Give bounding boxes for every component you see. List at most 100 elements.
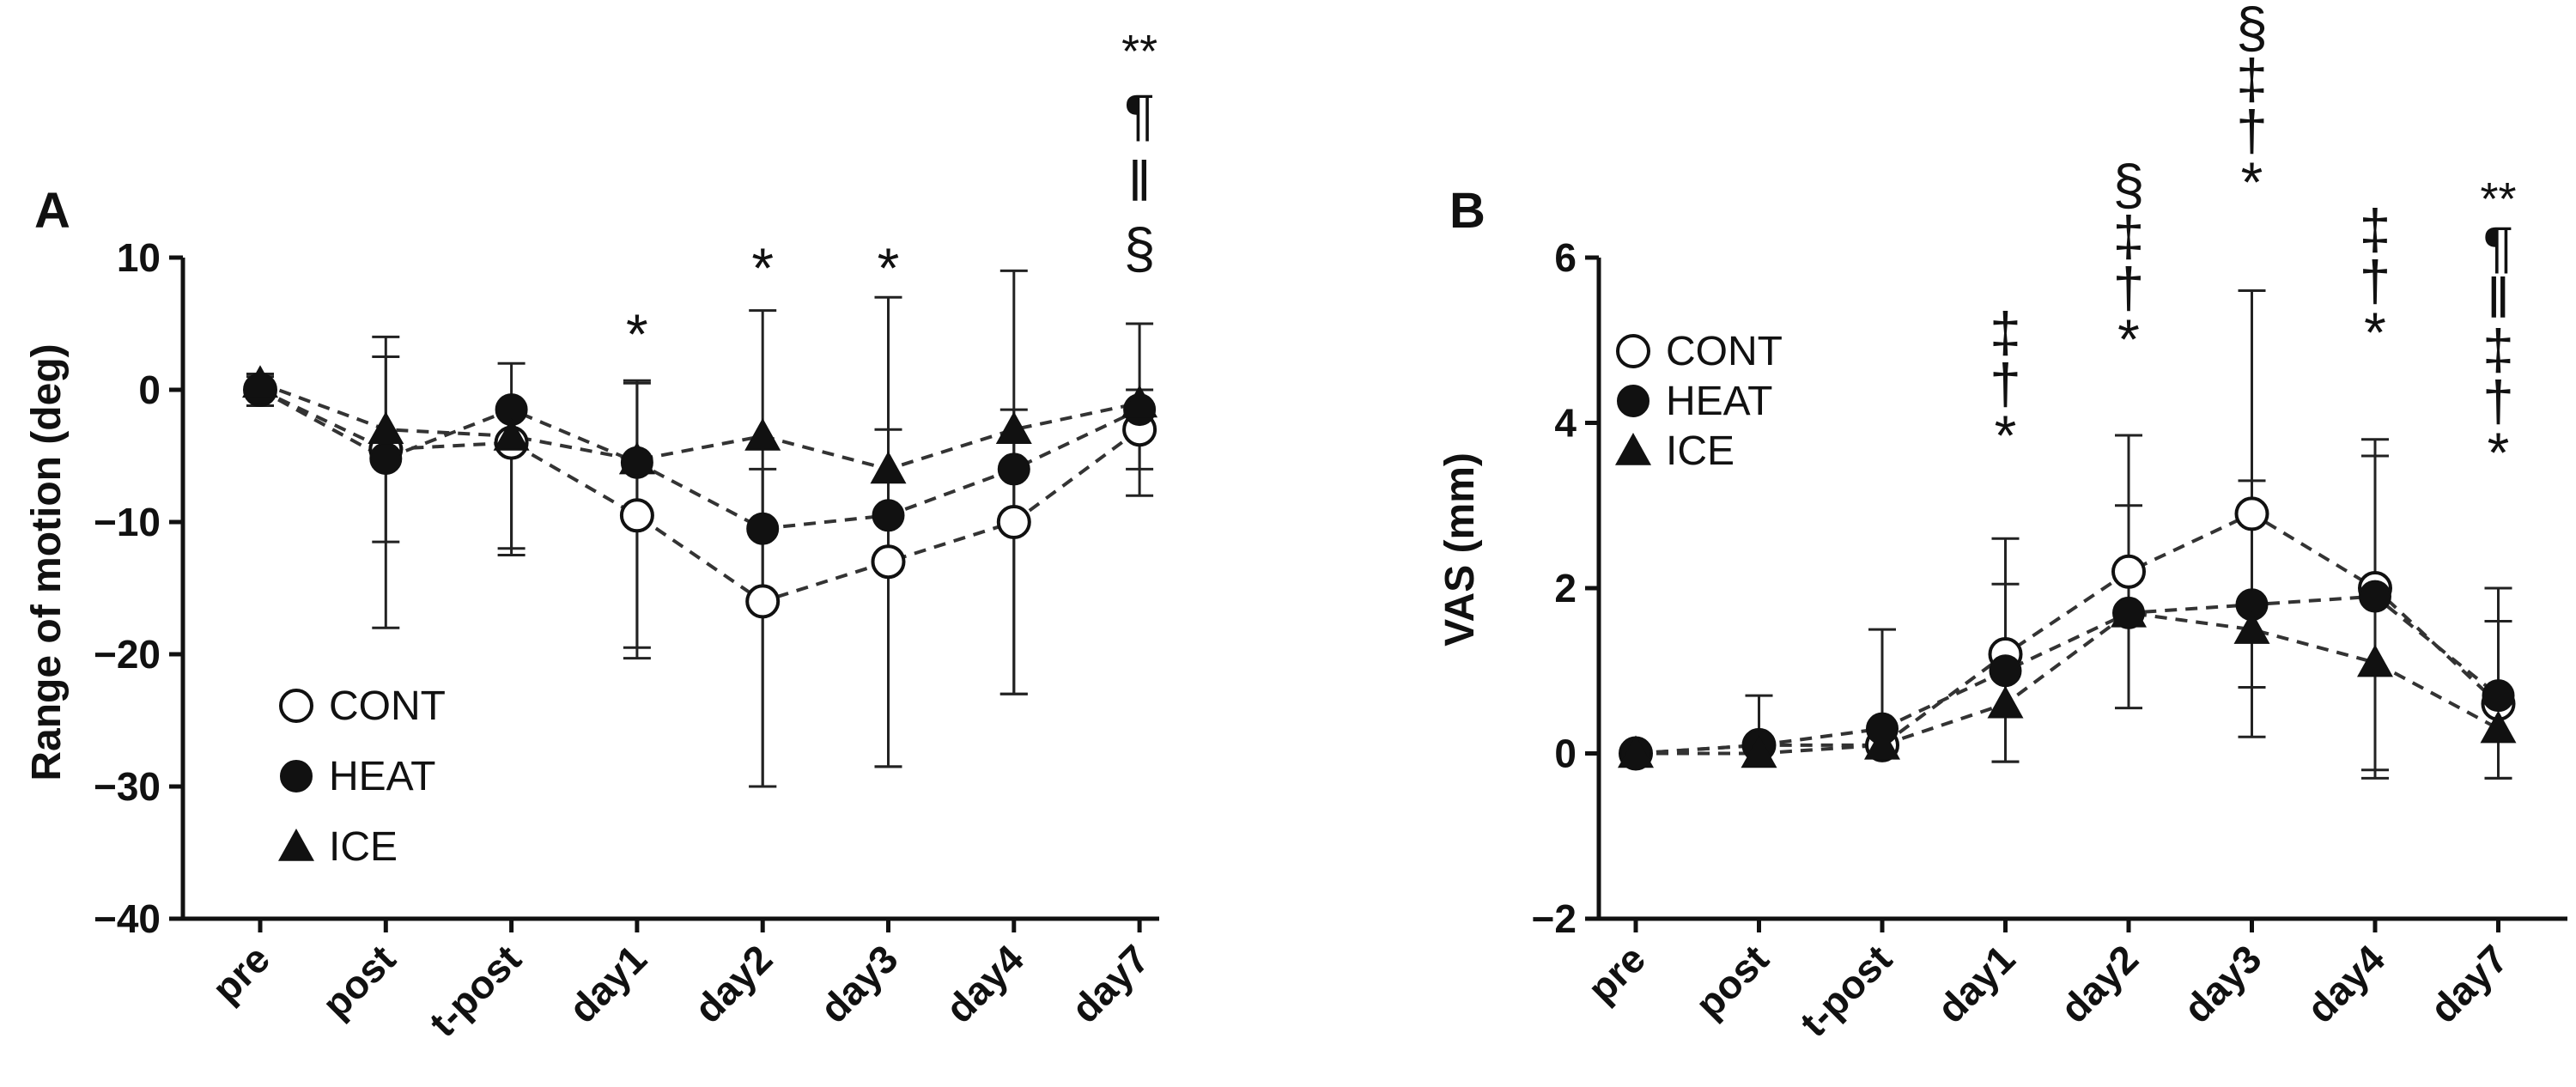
y-axis-label: Range of motion (deg) [24,343,70,780]
x-tick-label: day3 [2175,936,2270,1031]
significance-marker: * [2364,301,2386,364]
data-point-ice [242,365,278,398]
data-point-heat [997,452,1030,486]
y-tick-label: 2 [1554,566,1577,610]
x-tick-label: day2 [685,936,781,1031]
significance-marker: ¶ [1124,82,1154,146]
significance-marker: ** [2480,173,2516,225]
significance-marker: ‡ [2113,204,2145,268]
x-tick-label: day2 [2051,936,2147,1031]
data-point-ice [744,417,781,451]
significance-marker: ‡ [1990,301,2021,364]
legend-marker-ice [278,829,314,861]
legend-marker-cont [1616,334,1650,368]
data-point-ice [995,411,1032,444]
series-line-heat [1635,594,2500,756]
series-line-cont [1635,512,2500,756]
data-point-ice [1741,735,1777,768]
data-point-heat [369,442,403,476]
panel-label: A [34,183,70,239]
significance-marker: ‡ [2482,318,2514,381]
x-tick-label: t-post [421,936,530,1045]
legend-marker-cont [279,689,313,723]
data-point-ice [1987,685,2024,719]
legend-marker-heat [280,760,313,792]
y-tick-label: 0 [138,367,161,412]
significance-marker: † [1990,352,2021,416]
significance-marker: § [2113,153,2145,216]
significance-marker: ‖ [2487,266,2510,330]
data-point-ice [1864,726,1900,760]
legend-label-cont: CONT [1666,329,1783,374]
panel-label: B [1449,183,1485,239]
data-point-heat [746,512,780,545]
significance-marker: ¶ [2483,215,2513,278]
significance-marker: * [626,302,648,366]
significance-marker: * [878,236,900,300]
x-tick-label: day7 [2421,936,2517,1031]
significance-marker: ** [1121,26,1157,77]
significance-marker: † [2482,369,2514,433]
y-tick-label: 0 [1554,732,1577,776]
x-tick-label: post [1686,936,1777,1026]
significance-marker: * [751,236,774,300]
y-tick-label: 6 [1554,235,1577,280]
data-point-ice [368,411,404,444]
significance-marker: † [2236,99,2268,162]
significance-marker: ‡ [2236,47,2268,111]
legend-label-cont: CONT [329,683,446,729]
data-point-heat [872,499,905,532]
data-point-cont [996,505,1031,539]
significance-marker: § [1124,216,1156,280]
x-tick-label: day1 [560,936,655,1031]
legend-label-heat: HEAT [329,754,435,799]
legend-marker-heat [1617,385,1649,417]
significance-marker: ‖ [1127,149,1151,213]
y-tick-label: −20 [94,632,161,677]
data-point-ice [2111,594,2147,628]
x-tick-label: pre [204,936,278,1011]
significance-marker: * [2117,307,2140,371]
data-point-ice [1618,735,1654,768]
significance-marker: * [2488,421,2510,484]
data-point-heat [2359,580,2391,613]
panel-b-vas-chart: B −2 0 2 4 6 VAS (mm) pre post t-post day1 day2 day3… [1437,0,2567,1045]
y-tick-label: 4 [1554,401,1577,446]
data-point-cont [745,584,781,619]
data-point-heat [1989,654,2022,688]
x-tick-label: day7 [1062,936,1157,1031]
x-tick-label: day4 [937,936,1032,1031]
data-point-heat [2482,679,2515,713]
legend-marker-ice [1615,433,1651,465]
significance-marker: § [2236,0,2268,59]
data-point-ice [870,451,907,484]
data-point-cont [2234,496,2269,531]
data-point-cont [871,544,906,580]
data-point-ice [2233,611,2270,644]
legend-label-ice: ICE [329,824,398,870]
x-tick-label: t-post [1791,936,1900,1045]
significance-marker: † [2113,256,2145,319]
y-tick-label: −40 [94,896,161,941]
y-axis-label: VAS (mm) [1437,452,1483,647]
y-tick-label: −10 [94,500,161,544]
x-tick-label: day4 [2298,936,2393,1031]
series-line-heat [259,388,1140,531]
x-tick-label: day1 [1929,936,2024,1031]
legend-label-ice: ICE [1666,428,1735,474]
data-point-ice [1121,385,1158,418]
data-point-ice [2357,644,2393,677]
y-tick-label: 10 [117,235,161,280]
significance-marker: † [2360,249,2391,313]
panel-a-range-of-motion-chart: A −40 −30 −20 −10 0 10 Range of motion (deg) pre… [24,26,1159,1045]
x-tick-label: pre [1579,936,1654,1011]
x-tick-label: post [313,936,404,1026]
legend-label-heat: HEAT [1666,379,1772,424]
data-point-cont [619,498,654,533]
data-point-cont [2111,554,2146,589]
y-tick-label: −2 [1532,896,1577,941]
significance-marker: * [1995,404,2017,467]
data-point-ice [618,441,655,475]
x-tick-label: day3 [811,936,907,1031]
